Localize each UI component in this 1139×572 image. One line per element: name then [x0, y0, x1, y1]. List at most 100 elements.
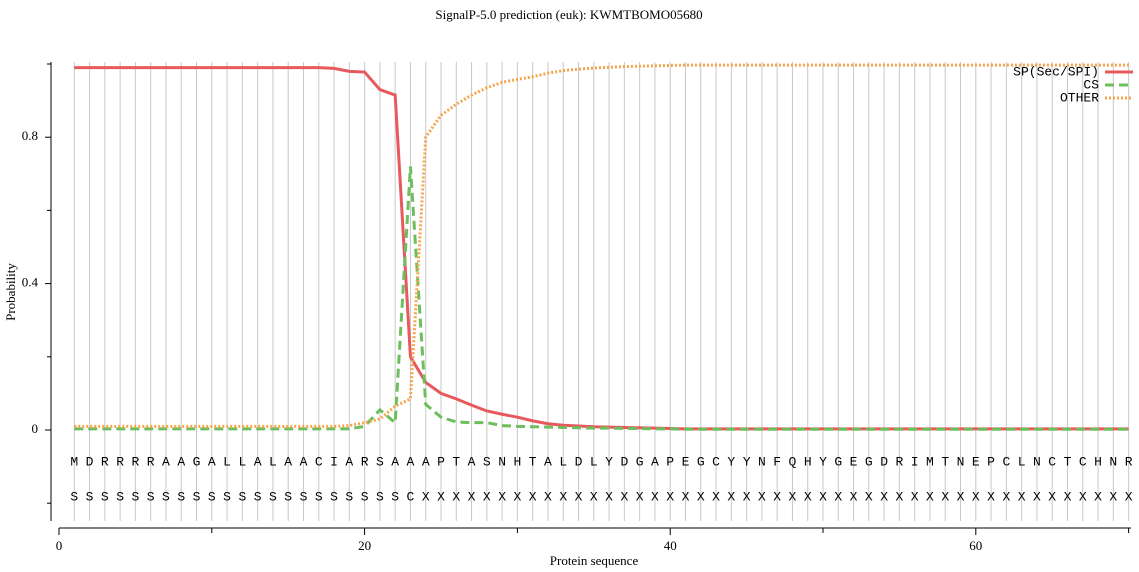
residue: A [391, 454, 399, 469]
residue-label: X [880, 489, 888, 504]
residue-label: X [712, 489, 720, 504]
residue: P [987, 454, 995, 469]
residue: L [1018, 454, 1026, 469]
residue-label: X [620, 489, 628, 504]
line-series [74, 166, 1129, 431]
line-series [74, 66, 1129, 431]
residue: A [345, 454, 353, 469]
residue-label: X [834, 489, 842, 504]
residue: M [70, 454, 78, 469]
residue: P [666, 454, 674, 469]
residue-label: S [376, 489, 384, 504]
residue-label: X [559, 489, 567, 504]
residue: H [1094, 454, 1102, 469]
residue: G [697, 454, 705, 469]
residue: C [1048, 454, 1056, 469]
residue-label: X [972, 489, 980, 504]
y-tick-label: 0 [32, 421, 39, 436]
residue-label: X [651, 489, 659, 504]
residue-label: X [865, 489, 873, 504]
residue: T [941, 454, 949, 469]
residue-label: X [895, 489, 903, 504]
residue: G [865, 454, 873, 469]
residue: Y [743, 454, 751, 469]
residue-label: S [131, 489, 139, 504]
residue: H [804, 454, 812, 469]
residue: A [422, 454, 430, 469]
residue: L [590, 454, 598, 469]
residue-label: X [911, 489, 919, 504]
residue: A [162, 454, 170, 469]
residue: A [544, 454, 552, 469]
residue: Y [819, 454, 827, 469]
residue: E [972, 454, 980, 469]
residue: R [895, 454, 903, 469]
residue: L [223, 454, 231, 469]
residue-label: X [590, 489, 598, 504]
residue: M [926, 454, 934, 469]
residue-label: S [147, 489, 155, 504]
residue-label: S [345, 489, 353, 504]
residue: I [911, 454, 919, 469]
residue: H [513, 454, 521, 469]
residue: N [498, 454, 506, 469]
residue: T [1064, 454, 1072, 469]
residue-label: X [819, 489, 827, 504]
residue-label: X [743, 489, 751, 504]
x-tick-label: 20 [358, 538, 371, 553]
residue: L [559, 454, 567, 469]
residue-label: X [666, 489, 674, 504]
residue: G [834, 454, 842, 469]
residue-label: S [223, 489, 231, 504]
x-tick-label: 0 [56, 538, 63, 553]
residue: S [483, 454, 491, 469]
residue: L [238, 454, 246, 469]
residue: D [620, 454, 628, 469]
residue-label: S [315, 489, 323, 504]
residue-label: X [804, 489, 812, 504]
residue-label: X [452, 489, 460, 504]
residue-label: X [544, 489, 552, 504]
residue-label: S [391, 489, 399, 504]
residue: A [284, 454, 292, 469]
residue-label: X [941, 489, 949, 504]
x-tick-label: 60 [969, 538, 982, 553]
residue: R [361, 454, 369, 469]
residue: A [177, 454, 185, 469]
residue: R [131, 454, 139, 469]
residue-label: X [1109, 489, 1117, 504]
residue: A [300, 454, 308, 469]
residue-label: X [727, 489, 735, 504]
residue-label: X [529, 489, 537, 504]
residue: G [193, 454, 201, 469]
residue-label: C [407, 489, 415, 504]
residue: L [269, 454, 277, 469]
y-tick-label: 0.4 [22, 275, 39, 290]
residue: T [529, 454, 537, 469]
residue-label: S [101, 489, 109, 504]
residue: N [957, 454, 965, 469]
residue-label: S [361, 489, 369, 504]
residue: F [773, 454, 781, 469]
residue-label: X [498, 489, 506, 504]
residue: A [407, 454, 415, 469]
residue-label: X [1018, 489, 1026, 504]
residue-label: X [987, 489, 995, 504]
residue-label: X [682, 489, 690, 504]
residue: R [1125, 454, 1133, 469]
residue-label: X [697, 489, 705, 504]
residue-label: X [636, 489, 644, 504]
residue-label: S [208, 489, 216, 504]
residue: A [468, 454, 476, 469]
residue-label: X [437, 489, 445, 504]
residue: C [1002, 454, 1010, 469]
residue-label: X [926, 489, 934, 504]
residue: S [376, 454, 384, 469]
residue: C [712, 454, 720, 469]
residue: D [880, 454, 888, 469]
legend-label: OTHER [1060, 90, 1099, 105]
residue: N [758, 454, 766, 469]
residue: C [1079, 454, 1087, 469]
residue: Y [605, 454, 613, 469]
